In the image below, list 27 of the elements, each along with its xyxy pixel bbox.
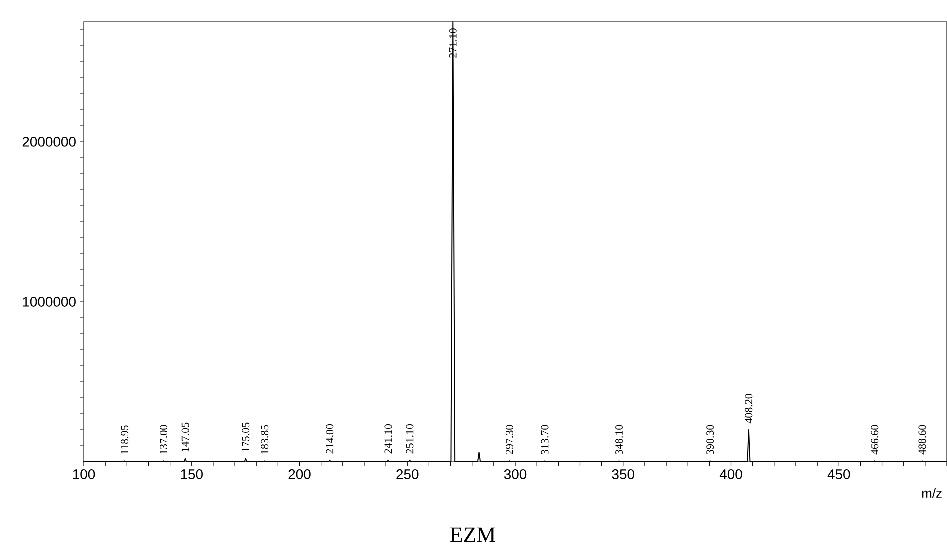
annotation: 297.30 xyxy=(506,425,514,455)
annotation: 118.95 xyxy=(121,426,129,454)
x-tick-label: 450 xyxy=(828,470,850,480)
annotation: 488.60 xyxy=(918,425,926,455)
annotation: 408.20 xyxy=(745,394,753,424)
annotation: 241.10 xyxy=(384,424,392,454)
x-axis-title: m/z xyxy=(922,488,942,498)
x-tick-label: 200 xyxy=(288,470,311,480)
annotation: 466.60 xyxy=(871,425,879,455)
text: EZM xyxy=(450,528,496,542)
x-tick-label: 250 xyxy=(396,470,419,480)
annotation: 183.85 xyxy=(261,425,269,454)
x-tick-label: 400 xyxy=(720,470,742,480)
annotation: 313.70 xyxy=(541,425,549,454)
annotation: 147.05 xyxy=(182,422,190,452)
x-tick-label: 150 xyxy=(181,470,203,480)
y-tick-label: 1000000 xyxy=(23,297,76,307)
x-tick-label: 300 xyxy=(504,470,527,480)
annotation: 214.00 xyxy=(326,424,334,454)
x-tick-label: 350 xyxy=(612,470,634,480)
y-tick-label: 2000000 xyxy=(22,137,76,147)
annotation: 137.00 xyxy=(160,425,168,454)
annotation: 175.05 xyxy=(242,422,250,452)
x-tick-label: 100 xyxy=(73,470,96,480)
annotation: 251.10 xyxy=(406,424,414,454)
annotation: 390.30 xyxy=(706,425,714,454)
annotation: 348.10 xyxy=(616,425,624,454)
